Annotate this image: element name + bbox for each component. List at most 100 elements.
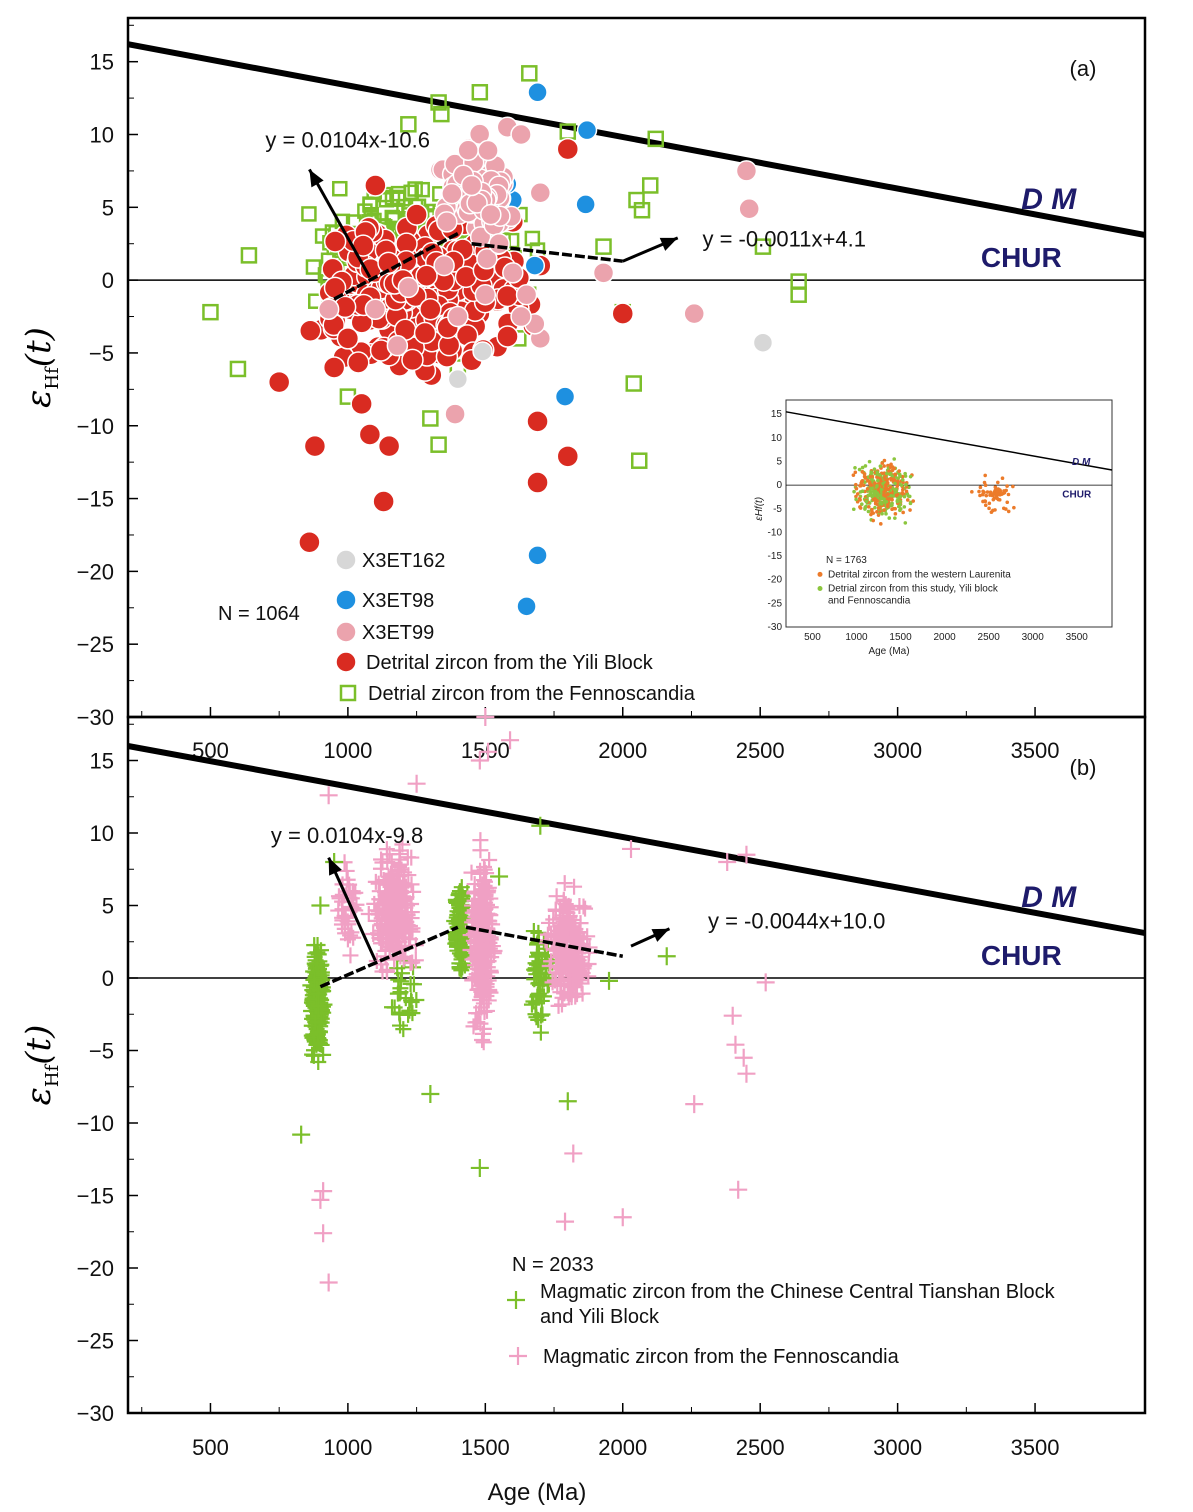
tianshan-yili-point [558,1092,577,1111]
tianshan-yili-point [390,971,407,988]
y-tick-label: −10 [77,414,114,439]
legend-marker [335,621,357,643]
x3et99-point [436,211,458,233]
fennoscandia-point [630,452,648,469]
inset-point [860,479,865,483]
fennoscandia-magmatic-point [390,862,407,879]
legend-label: Magmatic zircon from the Chinese Central… [540,1281,1056,1303]
inset-point [904,482,908,487]
x-tick-label: 2000 [598,1435,647,1460]
inset-x-tick-label: 1500 [889,632,912,643]
inset-point [860,502,864,507]
panel-b: 15 10 5 0 −5 −10 −15 −20 −25 −30 500 1000 1500 2000 25… [19,708,1147,1460]
inset-point [855,492,860,496]
inset-legend-label: Detrital zircon from the western Laureni… [828,569,1011,580]
fennoscandia-magmatic-point [546,972,563,989]
yili-point [526,410,549,433]
fennoscandia-magmatic-point [407,774,426,793]
inset-point [882,490,886,494]
inset-point [897,469,901,473]
inset-point [892,477,896,482]
fennoscandia-magmatic-point [466,876,483,893]
inset-legend-label: Detrial zircon from this study, Yili blo… [828,584,999,595]
x-tick-label: 2500 [736,738,785,763]
chur-label: CHUR [981,242,1062,273]
x-tick-label: 1500 [461,738,510,763]
x-tick-label: 1000 [323,738,372,763]
fennoscandia-point [754,238,772,255]
inset-point [873,505,877,510]
dm-label: D M [1021,881,1077,914]
fennoscandia-point [229,360,247,378]
fennoscandia-point [633,201,651,219]
inset-y-tick-label: 10 [771,433,783,444]
inset-point [908,508,912,512]
tianshan-yili-point [421,1085,440,1103]
y-tick-label: −5 [89,1039,114,1064]
fennoscandia-magmatic-point [556,875,573,892]
inset-point [863,464,868,468]
inset-y-tick-label: 0 [776,480,782,491]
inset-y-tick-label: -25 [768,598,783,609]
inset-y-tick-label: 15 [771,409,783,420]
trend-label-1: y = 0.0104x-10.6 [265,128,430,153]
fennoscandia-magmatic-point [613,1208,632,1227]
inset-chur-label: CHUR [1062,489,1092,500]
inset-point [862,472,867,476]
yili-point [496,325,519,348]
x3et98-point [554,386,576,407]
fennoscandia-point [471,84,489,101]
fennoscandia-magmatic-point [541,914,558,931]
fennoscandia-magmatic-point [476,708,495,726]
x3et162-point [752,332,774,353]
tianshan-yili-point [532,1024,549,1041]
yili-point [496,284,519,308]
x3et99-point [474,283,497,306]
y-tick-label: 0 [102,268,114,293]
inset-point [893,512,898,516]
x3et99-point [457,139,479,162]
tianshan-yili-point [657,947,676,966]
inset-point [901,510,905,515]
fennoscandia-point [433,105,450,123]
fennoscandia-magmatic-point [378,883,395,900]
inset-point [1005,484,1009,488]
inset-point [878,493,883,498]
trend-arrow-1-head [309,169,324,188]
inset-point [999,492,1004,497]
inset-point [851,473,856,477]
inset-dm-label: D M [1072,457,1091,468]
x3et99-point [397,276,420,299]
tianshan-yili-point [533,954,550,971]
inset-chart: 15 10 5 0 -5 -10 -15 -20 -25 -30 500 1000 1500 2000 25… [750,390,1134,689]
inset-n-label: N = 1763 [826,555,867,566]
inset-point [882,508,886,512]
n-label: N = 2033 [512,1254,594,1276]
fennoscandia-magmatic-point [550,997,567,1014]
chur-label: CHUR [981,940,1062,971]
fennoscandia-magmatic-point [561,986,578,1003]
inset-x-tick-label: 3000 [1022,632,1045,643]
panel-label: (a) [1070,56,1097,81]
inset-point [895,499,900,504]
fennoscandia-magmatic-point [360,905,377,922]
inset-point [904,489,909,494]
fennoscandia-magmatic-point [469,1014,486,1031]
inset-point [978,493,982,498]
inset-point [861,483,866,487]
fennoscandia-magmatic-point [472,832,489,849]
fennoscandia-magmatic-point [373,915,390,932]
fennoscandia-magmatic-point [756,973,775,992]
inset-point [977,489,981,494]
legend-label: X3ET98 [362,590,434,612]
inset-point [985,490,990,494]
x3et162-point [447,368,469,390]
inset-x-tick-label: 500 [804,632,821,643]
inset-point [890,465,895,469]
fennoscandia-magmatic-point [334,909,351,926]
fennoscandia-magmatic-point [465,1018,482,1035]
x-tick-label: 500 [192,1435,229,1460]
inset-point [880,461,884,465]
fennoscandia-magmatic-point [557,896,574,913]
fennoscandia-magmatic-point [345,929,362,946]
